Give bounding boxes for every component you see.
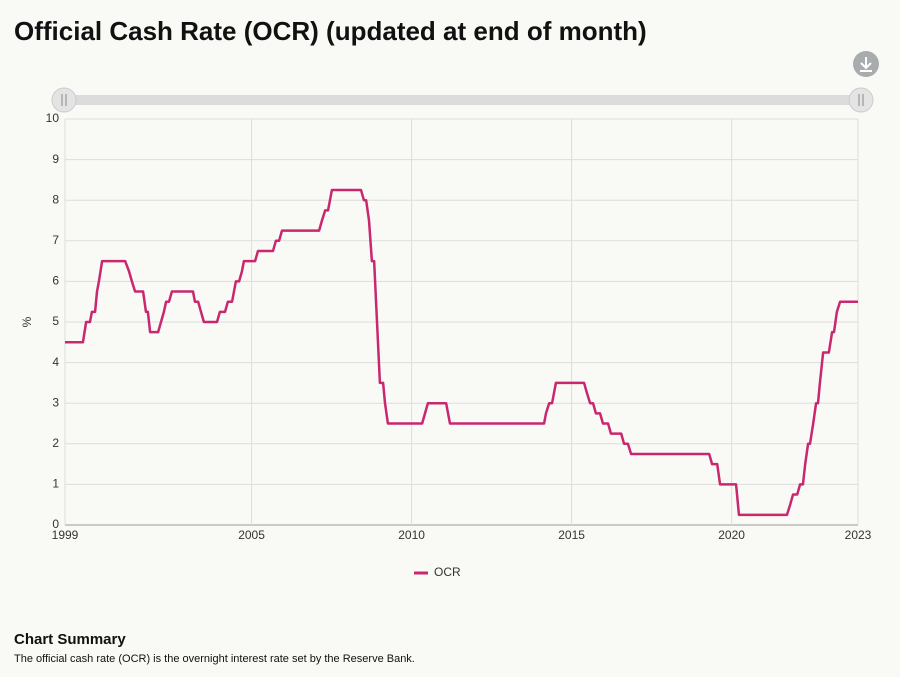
y-tick-label: 10 [46,111,60,125]
y-tick-label: 8 [52,192,59,206]
y-tick-label: 7 [52,233,59,247]
y-tick-label: 3 [52,395,59,409]
x-tick-label: 2005 [238,528,265,542]
x-tick-label: 2015 [558,528,585,542]
series-line [65,188,858,517]
x-tick-label: 1999 [52,528,79,542]
y-tick-label: 1 [52,477,59,491]
chart-title: Official Cash Rate (OCR) (updated at end… [14,16,647,46]
download-button[interactable] [853,51,879,77]
y-tick-label: 6 [52,274,59,288]
summary-heading: Chart Summary [14,631,126,648]
summary-text: The official cash rate (OCR) is the over… [14,653,415,665]
x-tick-label: 2020 [718,528,745,542]
plot-area: 0 1 2 3 4 5 6 7 8 9 10 1999 2005 2010 2015 2020 2023 [46,111,872,542]
y-tick-label: 5 [52,314,59,328]
x-tick-label: 2010 [398,528,425,542]
legend-label: OCR [434,565,461,579]
y-tick-label: 9 [52,152,59,166]
range-slider[interactable] [51,87,874,113]
legend[interactable]: OCR [414,565,461,579]
y-axis-label: % [20,316,34,327]
x-tick-label: 2023 [845,528,872,542]
y-tick-label: 2 [52,436,59,450]
y-tick-label: 4 [52,355,59,369]
y-tick-label: 0 [52,517,59,531]
